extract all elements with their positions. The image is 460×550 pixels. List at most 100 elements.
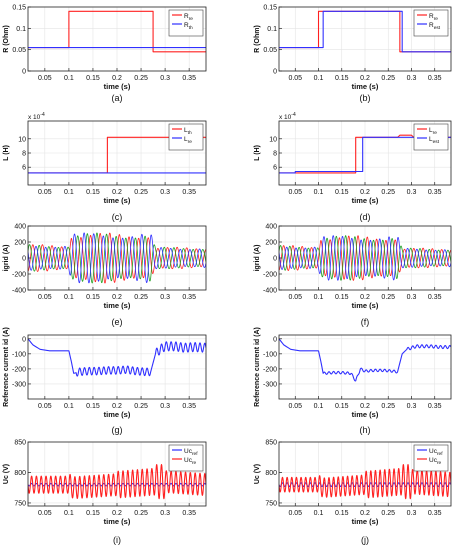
x-tick-label: 0.3 — [160, 510, 170, 517]
x-axis-label: time (s) — [104, 517, 131, 526]
y-tick-label: 200 — [265, 240, 277, 247]
x-tick-label: 0.15 — [86, 189, 100, 196]
x-tick-label: 0.2 — [112, 403, 122, 410]
y-tick-label: -200 — [12, 272, 26, 279]
legend-box — [413, 444, 449, 472]
chart-panel-e: 0.05 0.1 0.15 0.2 0.25 0.3 0.35 -400 -200 0 200 400… — [3, 224, 207, 327]
x-tick-label: 0.25 — [381, 294, 395, 301]
panel-caption: (a) — [112, 93, 123, 103]
panel-caption: (i) — [113, 535, 121, 545]
x-tick-label: 0.25 — [134, 510, 148, 517]
y-tick-label: 0.15 — [263, 5, 277, 12]
x-tick-label: 0.25 — [381, 403, 395, 410]
x-tick-label: 0.2 — [360, 75, 370, 82]
legend-entry-main: R — [184, 22, 189, 29]
x-tick-label: 0.2 — [112, 510, 122, 517]
panel-caption: (j) — [361, 535, 369, 545]
series-group — [28, 338, 206, 377]
legend-entry-main: L — [429, 127, 433, 134]
y-tick-label: 6 — [22, 165, 26, 172]
exponent-base: x 10 — [279, 114, 292, 121]
y-tick-label: 0 — [22, 256, 26, 263]
y-axis-label: R (Ohm) — [254, 25, 261, 53]
y-tick-label: -100 — [263, 351, 277, 358]
panel-caption: (f) — [361, 317, 370, 327]
legend-entry-sub: re — [433, 130, 438, 136]
x-axis-label: time (s) — [104, 301, 131, 310]
legend-box — [168, 9, 204, 37]
series-group — [279, 134, 451, 174]
y-tick-label: 850 — [14, 440, 26, 447]
legend-entry-sub: ref — [437, 451, 443, 457]
y-axis-label: R (Ohm) — [3, 25, 10, 53]
y-tick-label: 400 — [14, 224, 26, 231]
chart-panel-h: 0.05 0.1 0.15 0.2 0.25 0.3 0.35 -300 -200 -100 0 ti… — [254, 327, 452, 435]
legend-entry-main: R — [429, 13, 434, 20]
y-tick-label: 10 — [269, 136, 277, 143]
series-group — [28, 10, 206, 53]
x-tick-label: 0.1 — [64, 75, 74, 82]
y-tick-label: 850 — [265, 440, 277, 447]
y-tick-label: 0 — [273, 69, 277, 76]
x-tick-label: 0.15 — [86, 294, 100, 301]
x-tick-label: 0.3 — [407, 510, 417, 517]
legend-entry-main: R — [184, 13, 189, 20]
y-tick-label: 0.05 — [12, 47, 26, 54]
y-tick-label: 0.15 — [12, 5, 26, 12]
panel-caption: (e) — [112, 317, 123, 327]
legend-entry: Rth — [184, 22, 193, 31]
series-line-1 — [28, 232, 206, 284]
y-tick-label: 8 — [273, 151, 277, 158]
x-tick-label: 0.35 — [182, 403, 196, 410]
x-tick-label: 0.2 — [360, 403, 370, 410]
x-axis-label: time (s) — [352, 82, 379, 91]
y-tick-label: 8 — [22, 151, 26, 158]
y-tick-label: 10 — [18, 136, 26, 143]
panel-caption: (h) — [360, 425, 371, 435]
x-tick-label: 0.35 — [182, 189, 196, 196]
series-line-2 — [28, 232, 206, 284]
legend-entry: Ucre — [184, 457, 197, 466]
x-tick-label: 0.1 — [314, 189, 324, 196]
x-tick-label: 0.35 — [428, 403, 442, 410]
chart-panel-j: 0.05 0.1 0.15 0.2 0.25 0.3 0.35 750 800 850 time (… — [254, 440, 452, 545]
series-line-0 — [279, 235, 451, 281]
legend-entry: Lest — [429, 136, 440, 145]
x-tick-label: 0.25 — [134, 403, 148, 410]
exponent-base: x 10 — [28, 114, 41, 121]
x-tick-label: 0.2 — [360, 510, 370, 517]
x-tick-label: 0.2 — [112, 294, 122, 301]
x-tick-label: 0.35 — [428, 510, 442, 517]
y-tick-label: -200 — [263, 272, 277, 279]
chart-panel-i: 0.05 0.1 0.15 0.2 0.25 0.3 0.35 750 800 850 time (… — [3, 440, 207, 545]
x-tick-label: 0.25 — [381, 75, 395, 82]
x-tick-label: 0.1 — [314, 403, 324, 410]
exponent-power: -4 — [291, 112, 296, 118]
x-tick-label: 0.35 — [428, 294, 442, 301]
x-tick-label: 0.2 — [112, 189, 122, 196]
x-tick-label: 0.1 — [64, 294, 74, 301]
legend-entry-main: Uc — [184, 457, 193, 464]
x-tick-label: 0.15 — [86, 75, 100, 82]
x-tick-label: 0.1 — [314, 510, 324, 517]
legend-entry: Rest — [429, 22, 441, 31]
x-tick-label: 0.3 — [407, 75, 417, 82]
legend-entry-sub: re — [437, 460, 442, 466]
y-tick-label: 0.1 — [16, 26, 26, 33]
panel-caption: (b) — [360, 93, 371, 103]
y-tick-label: 6 — [273, 165, 277, 172]
legend-entry-sub: est — [433, 139, 440, 145]
y-tick-label: -300 — [12, 381, 26, 388]
legend-entry-sub: th — [189, 25, 193, 31]
series-line-1 — [279, 10, 451, 53]
y-axis-label: igrid (A) — [254, 245, 261, 272]
x-tick-label: 0.2 — [112, 75, 122, 82]
series-line-0 — [28, 338, 206, 377]
x-tick-label: 0.3 — [160, 189, 170, 196]
legend-box — [168, 444, 204, 472]
chart-panel-d: 0.05 0.1 0.15 0.2 0.25 0.3 0.35 6 8 10 time (s) L (… — [254, 112, 452, 222]
x-tick-label: 0.35 — [182, 294, 196, 301]
